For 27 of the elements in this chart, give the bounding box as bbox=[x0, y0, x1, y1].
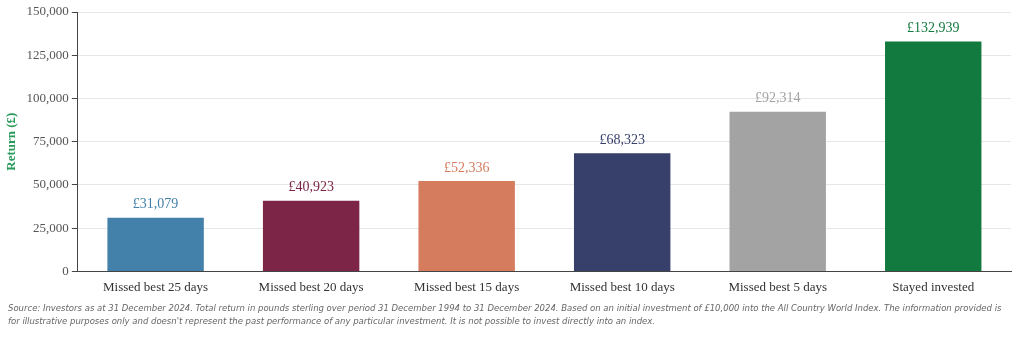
bar bbox=[885, 41, 982, 271]
data-label: £52,336 bbox=[443, 159, 490, 175]
y-tick-label: 25,000 bbox=[33, 219, 69, 235]
bar bbox=[107, 217, 204, 271]
x-tick-label: Missed best 15 days bbox=[414, 278, 520, 294]
y-tick-label: 0 bbox=[62, 262, 69, 278]
y-tick-label: 125,000 bbox=[26, 46, 69, 62]
bar bbox=[573, 153, 671, 271]
y-tick-label: 100,000 bbox=[26, 89, 69, 105]
bar bbox=[262, 200, 360, 271]
data-label: £68,323 bbox=[599, 131, 645, 147]
bar bbox=[418, 180, 515, 271]
bar bbox=[729, 111, 826, 271]
y-tick-label: 75,000 bbox=[33, 133, 69, 149]
x-tick-label: Stayed invested bbox=[892, 278, 975, 294]
y-tick-label: 150,000 bbox=[26, 3, 69, 19]
data-label: £31,079 bbox=[132, 196, 179, 212]
source-note: Source: Investors as at 31 December 2024. Total return in pounds sterling over period 31 December 1994 to 31 December 2024. Based on an initial investment of £10,000 into the All Country World Index. The information provided is for illustrative purposes only and doesn't represent the past performance of any particular investment. It is not possible to invest directly into an index. bbox=[8, 302, 1003, 328]
x-tick-label: Missed best 20 days bbox=[258, 278, 364, 294]
x-tick-label: Missed best 5 days bbox=[728, 278, 828, 294]
data-label: £132,939 bbox=[906, 20, 960, 36]
data-label: £92,314 bbox=[754, 90, 801, 106]
x-tick-label: Missed best 10 days bbox=[569, 278, 675, 294]
x-tick-label: Missed best 25 days bbox=[103, 278, 209, 294]
y-tick-label: 50,000 bbox=[33, 176, 69, 192]
y-axis-title: Return (£) bbox=[3, 112, 19, 171]
data-label: £40,923 bbox=[288, 179, 334, 195]
